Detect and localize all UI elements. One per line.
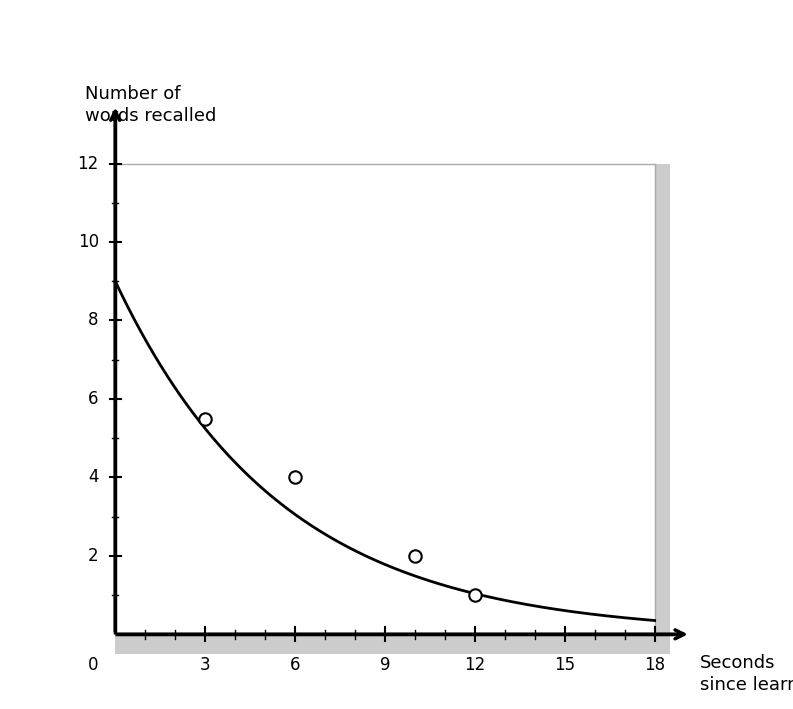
- Point: [289, 471, 301, 483]
- Text: 9: 9: [380, 656, 390, 674]
- Text: 10: 10: [78, 233, 99, 251]
- Point: [408, 550, 421, 562]
- Point: [199, 413, 212, 424]
- Text: 3: 3: [200, 656, 210, 674]
- Text: 18: 18: [644, 656, 665, 674]
- Text: Number of
words recalled: Number of words recalled: [86, 85, 216, 125]
- Text: 0: 0: [88, 656, 99, 674]
- Text: 12: 12: [78, 155, 99, 172]
- Bar: [655, 164, 669, 635]
- Text: Seconds
since learning: Seconds since learning: [699, 654, 793, 694]
- Text: 15: 15: [554, 656, 575, 674]
- Bar: [115, 164, 655, 635]
- Text: 6: 6: [289, 656, 301, 674]
- Text: 12: 12: [464, 656, 485, 674]
- Point: [469, 589, 481, 601]
- Bar: [115, 635, 669, 654]
- Text: 2: 2: [88, 547, 99, 565]
- Text: 8: 8: [88, 311, 99, 330]
- Text: 6: 6: [88, 390, 99, 408]
- Text: 4: 4: [88, 469, 99, 486]
